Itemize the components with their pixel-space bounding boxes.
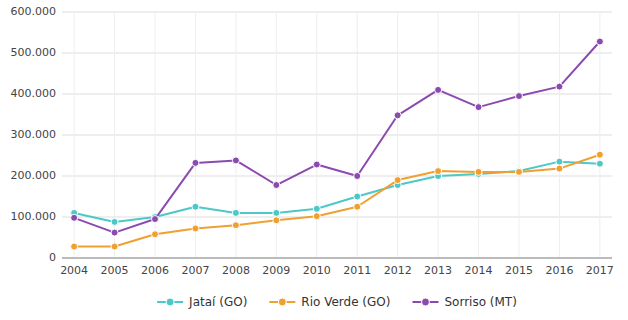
series-point (556, 165, 563, 172)
series-point (394, 177, 401, 184)
series-point (515, 168, 522, 175)
x-grid-line (397, 12, 398, 258)
x-axis-line (62, 258, 612, 259)
x-tick-label: 2014 (465, 264, 493, 277)
y-tick-label: 600.000 (11, 5, 57, 18)
x-grid-line (316, 12, 317, 258)
x-grid-line (478, 12, 479, 258)
legend-swatch-marker (278, 298, 286, 306)
x-grid-line (195, 12, 196, 258)
chart: 0 100.000 200.000 300.000 400.000 500.000 600.… (0, 0, 628, 320)
legend-item: Rio Verde (GO) (269, 295, 390, 309)
x-tick-label: 2010 (303, 264, 331, 277)
x-tick-label: 2015 (505, 264, 533, 277)
series-point (232, 222, 239, 229)
series-point (111, 243, 118, 250)
x-grid-line (235, 12, 236, 258)
series-point (475, 104, 482, 111)
x-tick-label: 2007 (181, 264, 209, 277)
x-grid-line (599, 12, 600, 258)
series-point (232, 157, 239, 164)
y-grid-line (62, 176, 612, 177)
series-point (111, 218, 118, 225)
x-tick-label: 2016 (545, 264, 573, 277)
series-point (475, 168, 482, 175)
legend: Jataí (GO) Rio Verde (GO) Sorriso (MT) (157, 295, 517, 309)
legend-item: Sorriso (MT) (412, 295, 516, 309)
series-point (152, 231, 159, 238)
series-point (313, 213, 320, 220)
series-point (71, 214, 78, 221)
y-tick-label: 300.000 (11, 128, 57, 141)
series-point (192, 225, 199, 232)
legend-swatch-marker (166, 298, 174, 306)
legend-swatch-marker (421, 298, 429, 306)
x-axis: 2004 2005 2006 2007 2008 2009 2010 2011 2012 2013… (60, 12, 614, 277)
series-point (515, 168, 522, 175)
series-point (273, 209, 280, 216)
x-tick-label: 2011 (343, 264, 371, 277)
y-grid-line (62, 12, 612, 13)
series-point (192, 159, 199, 166)
series-line (74, 155, 600, 247)
x-grid-line (438, 12, 439, 258)
series-point (435, 168, 442, 175)
y-tick-label: 100.000 (11, 210, 57, 223)
series-point (71, 243, 78, 250)
y-grid-line (62, 53, 612, 54)
y-tick-label: 0 (49, 251, 56, 264)
series-point (354, 193, 361, 200)
x-tick-label: 2017 (586, 264, 614, 277)
x-tick-label: 2012 (384, 264, 412, 277)
plot-area (71, 38, 604, 250)
x-tick-label: 2013 (424, 264, 452, 277)
y-grid-line (62, 258, 612, 259)
series-point (596, 151, 603, 158)
series-point (273, 182, 280, 189)
series-point (394, 112, 401, 119)
series-point (273, 217, 280, 224)
y-axis: 0 100.000 200.000 300.000 400.000 500.000 600.… (11, 5, 613, 264)
x-tick-label: 2009 (262, 264, 290, 277)
legend-label: Sorriso (MT) (444, 295, 516, 309)
series-point (354, 173, 361, 180)
series-point (556, 158, 563, 165)
series-line (74, 42, 600, 233)
y-tick-label: 500.000 (11, 46, 57, 59)
y-tick-label: 400.000 (11, 87, 57, 100)
series-point (232, 209, 239, 216)
series-point (111, 229, 118, 236)
x-grid-line (559, 12, 560, 258)
series-point (435, 86, 442, 93)
legend-item: Jataí (GO) (157, 295, 247, 309)
series-point (596, 38, 603, 45)
series-point (152, 216, 159, 223)
y-grid-line (62, 135, 612, 136)
series-point (192, 203, 199, 210)
x-tick-label: 2004 (60, 264, 88, 277)
series-point (354, 203, 361, 210)
series-point (596, 160, 603, 167)
x-grid-line (518, 12, 519, 258)
series-point (515, 93, 522, 100)
x-tick-label: 2006 (141, 264, 169, 277)
y-tick-label: 200.000 (11, 169, 57, 182)
legend-label: Rio Verde (GO) (301, 295, 390, 309)
x-grid-line (357, 12, 358, 258)
x-tick-label: 2008 (222, 264, 250, 277)
series-point (313, 205, 320, 212)
legend-label: Jataí (GO) (188, 295, 247, 309)
x-tick-label: 2005 (101, 264, 129, 277)
series-point (313, 161, 320, 168)
series-point (556, 83, 563, 90)
